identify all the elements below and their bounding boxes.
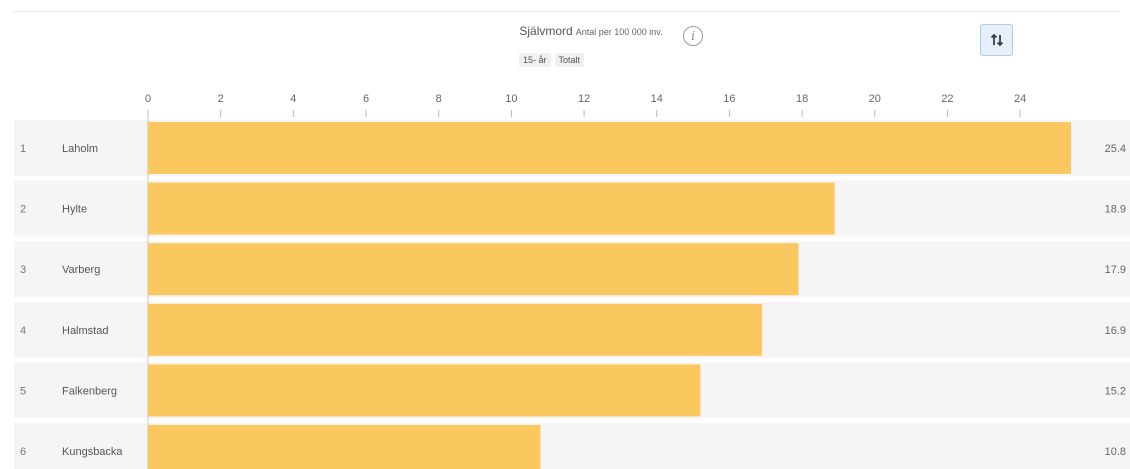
category-label: Falkenberg [62, 385, 117, 397]
bar [148, 303, 763, 356]
category-label: Varberg [62, 264, 100, 276]
rank-label: 4 [20, 325, 26, 337]
x-tick-label: 22 [941, 93, 953, 105]
category-label: Hylte [62, 204, 87, 216]
filter-tag-sex: Totalt [554, 53, 585, 67]
sort-arrows-icon [990, 33, 1004, 47]
chart-header: Självmord Antal per 100 000 inv. [0, 24, 1130, 38]
x-tick-label: 20 [869, 93, 881, 105]
filter-tag-age: 15- år [519, 53, 551, 67]
value-label: 25.4 [1105, 143, 1126, 155]
rank-label: 5 [20, 385, 26, 397]
rank-label: 3 [20, 264, 26, 276]
bar [148, 425, 541, 469]
chart-title: Självmord [519, 24, 573, 38]
bar [148, 182, 835, 235]
value-label: 18.9 [1105, 204, 1126, 216]
filter-tags: 15- år Totalt [519, 53, 588, 67]
category-label: Laholm [62, 143, 98, 155]
category-label: Kungsbacka [62, 446, 123, 458]
x-tick-label: 2 [218, 93, 224, 105]
x-tick-label: 8 [436, 93, 442, 105]
top-divider [12, 11, 1120, 12]
sort-button[interactable] [980, 24, 1013, 56]
chart-unit: Antal per 100 000 inv. [575, 27, 663, 37]
x-tick-label: 6 [363, 93, 369, 105]
x-tick-label: 24 [1014, 93, 1026, 105]
x-tick-label: 0 [145, 93, 151, 105]
info-icon[interactable]: i [683, 26, 703, 46]
category-label: Halmstad [62, 325, 108, 337]
x-tick-label: 16 [723, 93, 735, 105]
value-label: 16.9 [1105, 325, 1126, 337]
rank-label: 6 [20, 446, 26, 458]
rank-label: 1 [20, 143, 26, 155]
x-tick-label: 12 [578, 93, 590, 105]
x-tick-label: 4 [290, 93, 296, 105]
rank-label: 2 [20, 204, 26, 216]
value-label: 17.9 [1105, 264, 1126, 276]
x-tick-label: 18 [796, 93, 808, 105]
x-tick-label: 10 [505, 93, 517, 105]
bar [148, 364, 701, 417]
bar [148, 243, 799, 296]
value-label: 10.8 [1105, 446, 1126, 458]
x-tick-label: 14 [651, 93, 663, 105]
value-label: 15.2 [1105, 385, 1126, 397]
bar [148, 122, 1071, 174]
